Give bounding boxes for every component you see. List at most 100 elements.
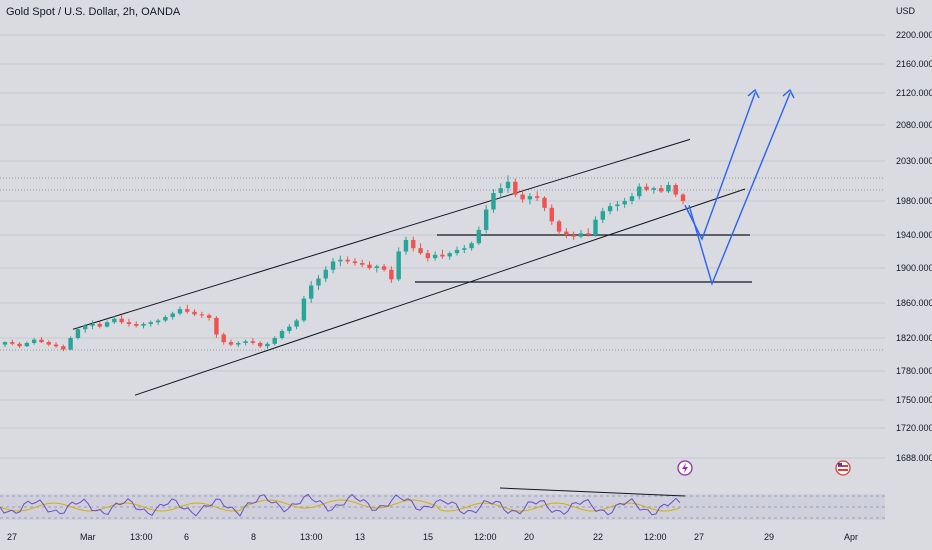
candle xyxy=(163,315,168,323)
candle xyxy=(214,316,219,338)
candle xyxy=(673,183,678,197)
candle-body xyxy=(586,233,591,235)
candle xyxy=(265,342,270,349)
candle-body xyxy=(206,315,212,318)
candle xyxy=(622,197,627,208)
lightning-event-icon[interactable] xyxy=(677,460,693,476)
candle xyxy=(586,228,591,237)
candle xyxy=(476,226,482,245)
candle-body xyxy=(228,342,234,345)
candle-body xyxy=(564,231,569,235)
candle-body xyxy=(360,263,365,265)
candle xyxy=(578,229,584,239)
candle xyxy=(61,344,66,352)
candle xyxy=(206,313,212,321)
candle-body xyxy=(330,261,336,270)
candle-body xyxy=(243,341,248,343)
candle-body xyxy=(644,186,649,190)
candle-body xyxy=(432,254,438,259)
candle-body xyxy=(666,185,671,192)
candle-body xyxy=(294,320,299,327)
candle-body xyxy=(673,185,678,195)
candle xyxy=(39,337,44,343)
candle-body xyxy=(418,248,423,254)
channel-upper-line xyxy=(72,138,691,330)
candle xyxy=(338,255,343,267)
candle xyxy=(483,205,489,234)
candle-body xyxy=(97,324,102,327)
candle-body xyxy=(637,186,642,197)
candle xyxy=(411,236,416,252)
x-tick-label: 6 xyxy=(184,532,189,542)
candle xyxy=(527,193,533,205)
candle-body xyxy=(571,235,576,237)
y-tick-label: 1688.000 xyxy=(896,453,932,463)
candle xyxy=(24,341,30,348)
candle xyxy=(119,315,124,324)
candle xyxy=(403,236,409,255)
candle-body xyxy=(39,339,44,343)
oscillator-signal-line xyxy=(0,499,681,512)
candle-body xyxy=(520,194,525,200)
candle xyxy=(272,336,277,346)
candle-body xyxy=(112,318,117,323)
candle-body xyxy=(345,259,350,262)
oscillator-band xyxy=(0,494,885,520)
candle-body xyxy=(68,338,73,350)
candle xyxy=(680,193,686,205)
candle xyxy=(279,329,285,340)
y-tick-label: 2160.000 xyxy=(896,59,932,69)
y-tick-label: 2030.000 xyxy=(896,156,932,166)
x-tick-label: 15 xyxy=(423,532,433,542)
price-axis[interactable]: 2200.000 2160.000 2120.000 2080.000 2030.000… xyxy=(896,30,932,463)
candle-body xyxy=(10,342,15,344)
candle xyxy=(68,336,73,351)
candle-body xyxy=(556,221,562,232)
candle-body xyxy=(287,326,292,331)
time-axis[interactable]: 27 Mar 13:00 6 8 13:00 13 15 12:00 20 22 12:00 27 29 A… xyxy=(7,532,858,542)
y-tick-label: 1720.000 xyxy=(896,423,932,433)
x-tick-label: 29 xyxy=(764,532,774,542)
candlestick-series[interactable] xyxy=(2,175,686,352)
candle-body xyxy=(148,322,154,324)
candle xyxy=(520,189,525,203)
candle-body xyxy=(462,248,467,250)
candle-body xyxy=(352,261,358,264)
candle xyxy=(31,338,37,345)
candle xyxy=(432,251,438,261)
candle-body xyxy=(593,219,598,235)
candle-body xyxy=(651,188,657,190)
candle xyxy=(148,320,154,327)
candle xyxy=(330,258,336,274)
x-tick-label: 12:00 xyxy=(474,532,497,542)
candle xyxy=(534,191,540,201)
y-tick-label: 1860.000 xyxy=(896,298,932,308)
us-flag-event-icon[interactable] xyxy=(835,460,851,476)
candle-body xyxy=(192,311,197,315)
candle xyxy=(381,263,387,272)
oscillator-panel xyxy=(0,487,885,520)
candle-body xyxy=(680,194,686,201)
candle xyxy=(469,241,474,251)
candle-body xyxy=(498,188,503,193)
candle-body xyxy=(199,314,205,316)
candle-body xyxy=(447,253,452,257)
y-tick-label: 1980.000 xyxy=(896,196,932,206)
candle-body xyxy=(236,342,241,345)
y-tick-label: 1820.000 xyxy=(896,333,932,343)
candle-body xyxy=(141,324,146,326)
candle xyxy=(542,196,547,212)
x-tick-label: 27 xyxy=(694,532,704,542)
candle xyxy=(2,341,8,348)
candle-body xyxy=(31,339,37,343)
channel-lower-line xyxy=(134,188,746,396)
candle-body xyxy=(323,269,328,279)
candle xyxy=(97,321,102,329)
candle-body xyxy=(134,324,139,326)
candle-body xyxy=(308,285,314,299)
x-tick-label: 22 xyxy=(593,532,603,542)
y-tick-label: 2120.000 xyxy=(896,88,932,98)
x-tick-label: 27 xyxy=(7,532,17,542)
y-tick-label: 1780.000 xyxy=(896,366,932,376)
